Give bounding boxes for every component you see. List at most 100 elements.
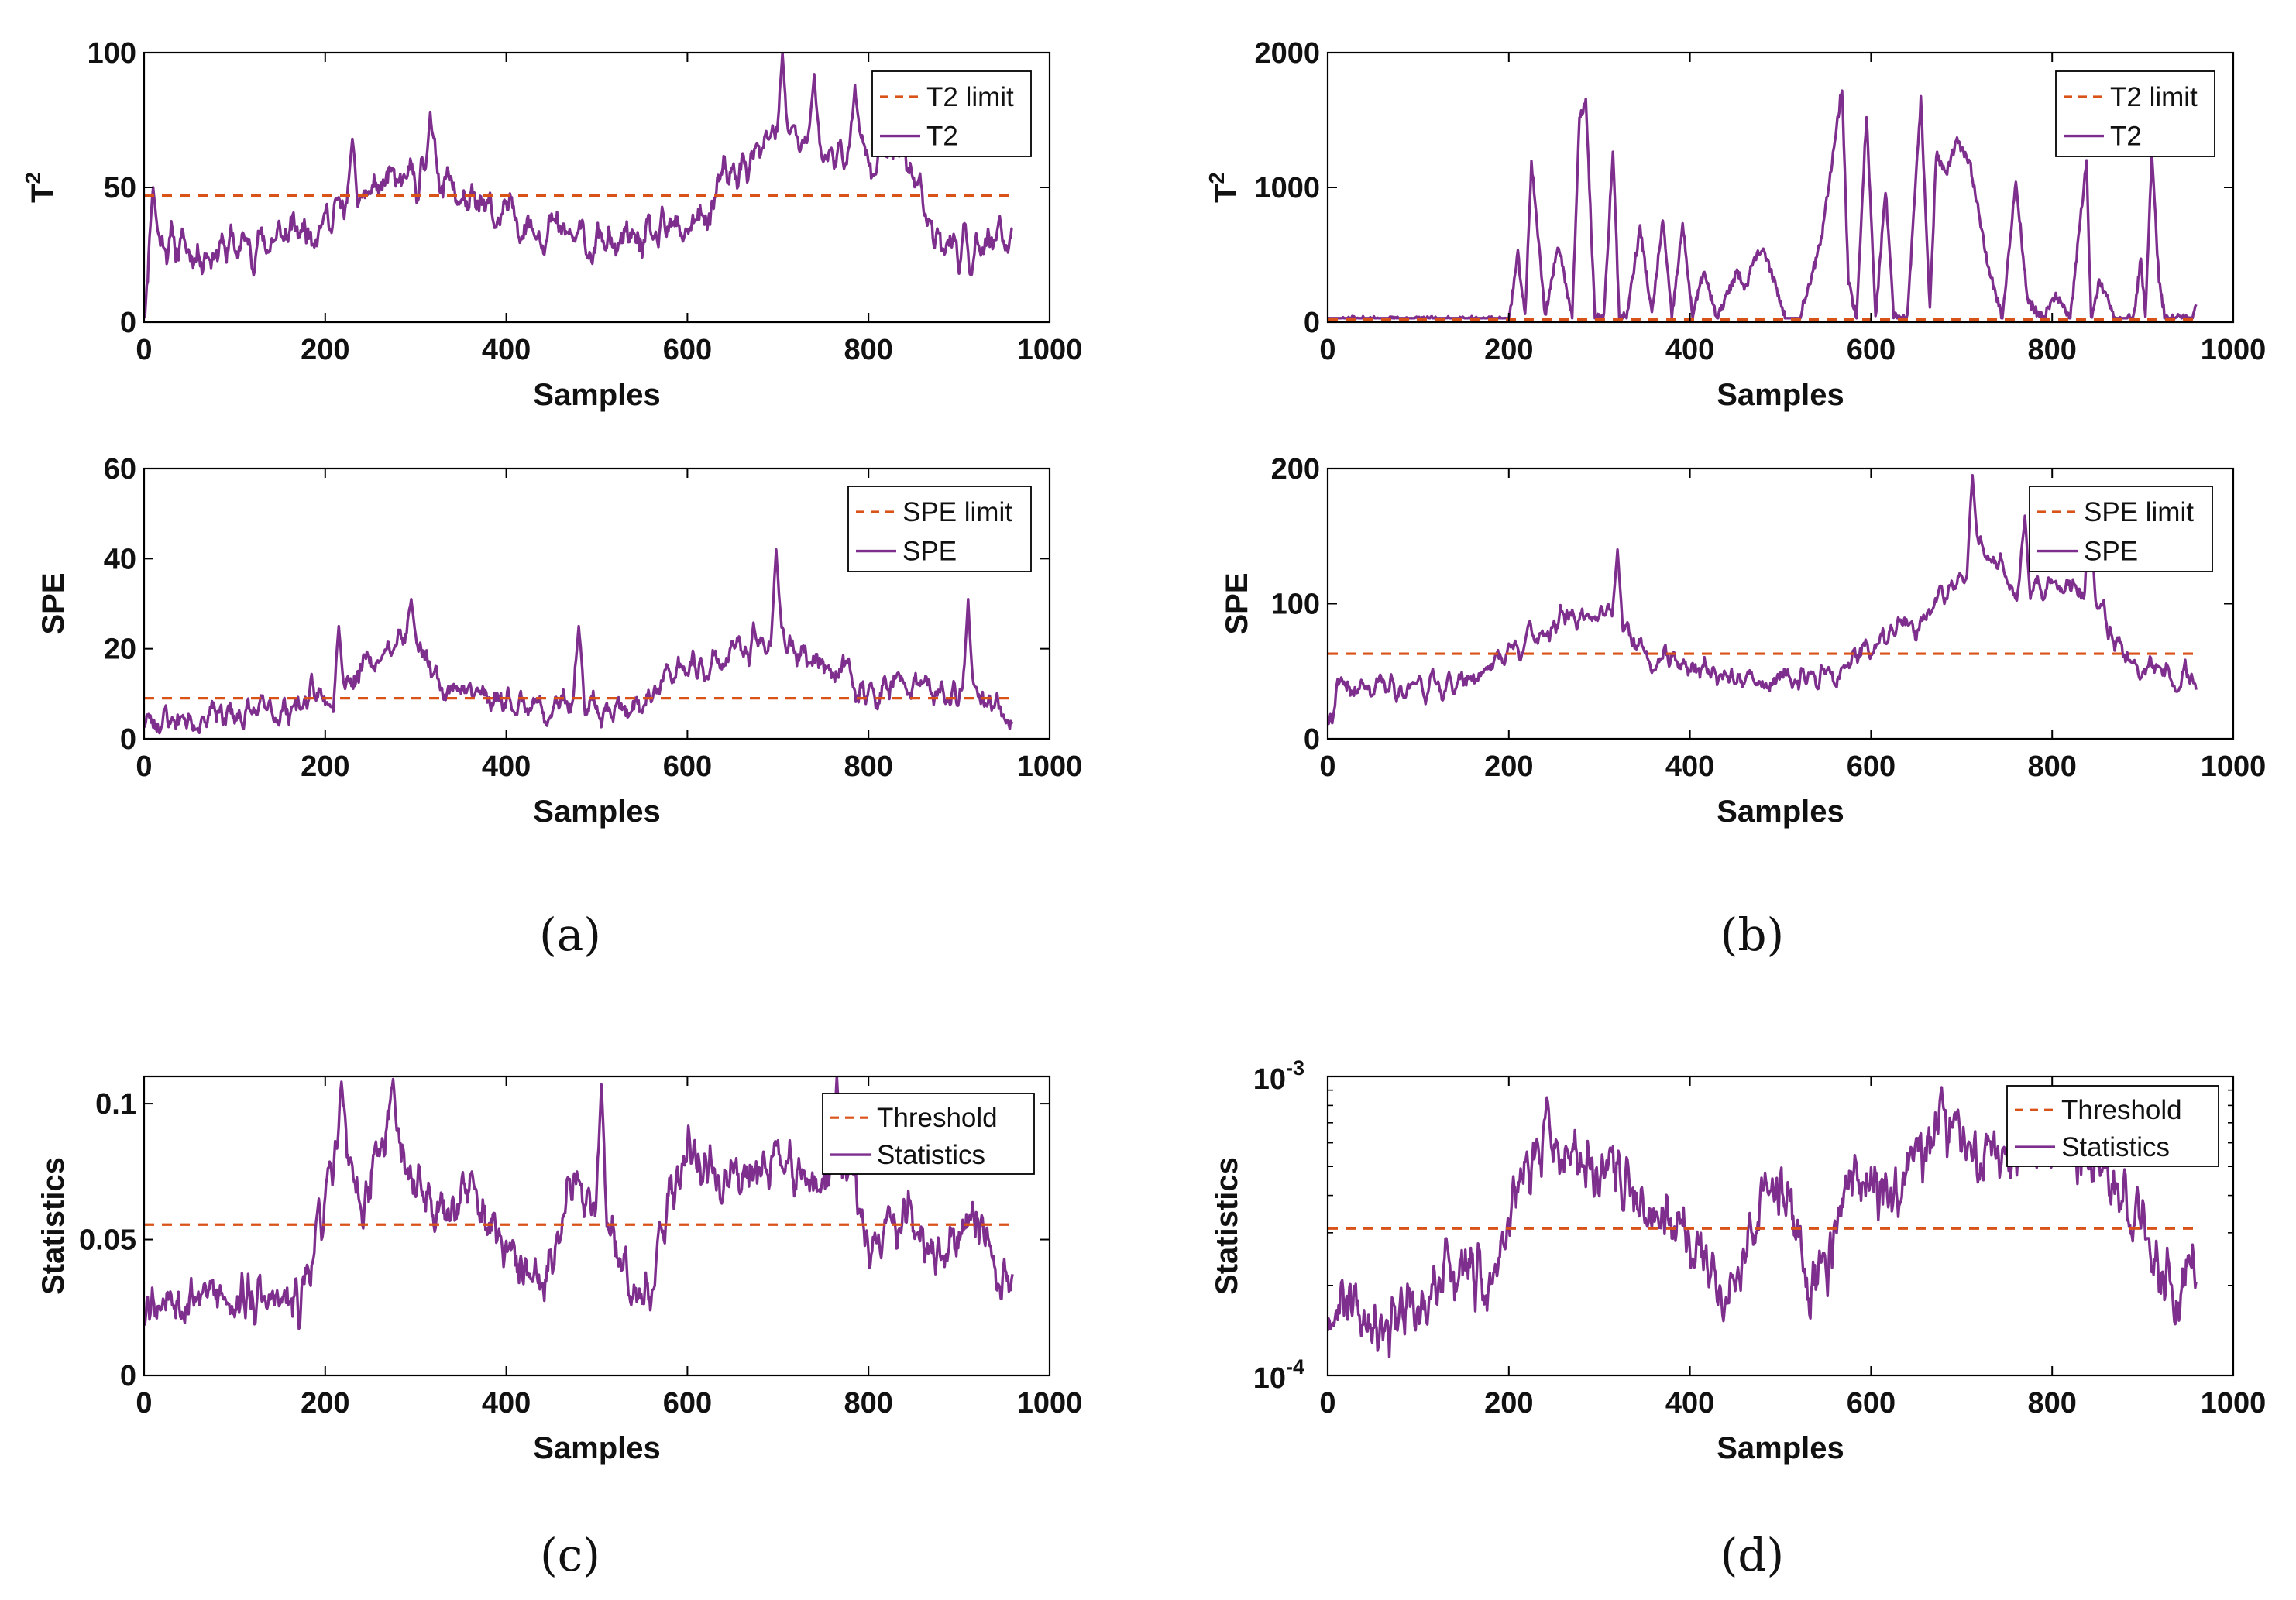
y-axis-label: SPE: [1220, 572, 1254, 634]
legend-limit-label: SPE limit: [2084, 497, 2194, 527]
legend-limit-label: SPE limit: [902, 497, 1012, 527]
legend-box: [2006, 1085, 2219, 1167]
x-tick-label: 400: [1665, 1387, 1714, 1420]
y-axis-label-superscript: 2: [1205, 172, 1229, 184]
x-axis-label: Samples: [533, 795, 661, 829]
plot-a-t2: 0 200 400 600 800 1000 0 50 100 Samples T2 T2 limit…: [21, 37, 1082, 412]
x-tick-label: 800: [2027, 1387, 2076, 1420]
y-tick-label: 2000: [1254, 37, 1320, 70]
y-tick-label: 40: [104, 543, 136, 575]
x-tick-label: 200: [1484, 334, 1533, 366]
y-tick-label: 100: [1271, 589, 1320, 621]
y-tick-label: 0: [120, 1360, 136, 1392]
x-tick-label: 1000: [1017, 1387, 1083, 1420]
x-tick-label: 1000: [1017, 334, 1083, 366]
panel-label-c: (c): [540, 1529, 600, 1581]
y-tick-label: 0: [120, 307, 136, 339]
legend-series-label: T2: [2110, 122, 2142, 152]
x-tick-label: 800: [2027, 750, 2076, 783]
y-tick-base: 10: [1253, 1063, 1286, 1096]
panel-label-b: (b): [1720, 908, 1784, 961]
axes-box: [143, 1075, 1051, 1377]
x-tick-label: 600: [663, 1387, 712, 1420]
y-tick-label: 200: [1271, 453, 1320, 486]
x-tick-label: 400: [482, 334, 531, 366]
x-tick-label: 0: [136, 1387, 152, 1420]
x-tick-label: 0: [136, 334, 152, 366]
plot-b-t2: 0 200 400 600 800 1000 0 1000 2000 Samples T2 T2 li…: [1205, 37, 2266, 412]
y-axis-label: T2: [1205, 172, 1243, 203]
x-tick-label: 0: [136, 750, 152, 783]
y-axis-label: T2: [21, 172, 60, 203]
y-axis-label: SPE: [36, 572, 70, 634]
legend-box: [822, 1093, 1035, 1175]
legend-series-label: Statistics: [877, 1140, 985, 1170]
series-line: [1328, 474, 2198, 726]
y-tick-label: 0.1: [95, 1088, 136, 1121]
legend-box: [2029, 486, 2213, 572]
series-line: [144, 548, 1014, 735]
y-tick-label: 0: [120, 723, 136, 756]
legend-series-label: T2: [926, 122, 958, 152]
y-tick-label: 0.05: [79, 1224, 136, 1257]
x-tick-label: 200: [301, 750, 349, 783]
legend-series-label: Statistics: [2061, 1132, 2170, 1162]
y-axis-label: Statistics: [1210, 1157, 1244, 1295]
x-axis-label: Samples: [533, 378, 661, 412]
legend-limit-label: Threshold: [877, 1103, 998, 1133]
y-tick-label: 20: [104, 633, 136, 666]
x-tick-label: 800: [844, 334, 892, 366]
axes-box: [1326, 1075, 2235, 1377]
y-tick-label: 100: [88, 37, 136, 70]
x-tick-label: 800: [844, 750, 892, 783]
panel-label-d: (d): [1720, 1529, 1784, 1581]
y-tick-label: 0: [1304, 723, 1320, 756]
x-tick-label: 400: [1665, 334, 1714, 366]
x-tick-label: 400: [482, 750, 531, 783]
y-axis-label-superscript: 2: [21, 172, 45, 184]
series-line: [144, 53, 1013, 319]
x-tick-label: 200: [1484, 1387, 1533, 1420]
x-axis-label: Samples: [1717, 795, 1844, 829]
y-axis-label-text: SPE: [36, 572, 70, 634]
y-axis-label-text: T: [1209, 184, 1243, 203]
y-tick-label: 50: [104, 172, 136, 204]
y-axis-label-text: SPE: [1220, 572, 1254, 634]
x-tick-label: 400: [482, 1387, 531, 1420]
x-tick-label: 200: [301, 1387, 349, 1420]
x-axis-label: Samples: [533, 1431, 661, 1465]
axes-box: [143, 467, 1051, 740]
x-tick-label: 800: [844, 1387, 892, 1420]
series-line: [144, 1076, 1014, 1330]
x-tick-label: 600: [1847, 334, 1896, 366]
x-tick-label: 200: [301, 334, 349, 366]
y-tick-base: 10: [1253, 1362, 1286, 1395]
y-tick-label: 10-4: [1253, 1355, 1304, 1395]
legend-box: [871, 70, 1032, 157]
panel-label-a: (a): [539, 908, 601, 961]
y-tick-label: 0: [1304, 307, 1320, 339]
plot-b-spe: 0 200 400 600 800 1000 0 100 200 Samples SPE SPE li…: [1220, 453, 2266, 829]
series-line: [1328, 89, 2198, 320]
x-tick-label: 0: [1319, 334, 1335, 366]
x-tick-label: 0: [1319, 1387, 1335, 1420]
legend-box: [847, 486, 1032, 572]
x-tick-label: 1000: [2201, 750, 2267, 783]
y-axis-label-text: T: [26, 184, 60, 203]
x-tick-label: 400: [1665, 750, 1714, 783]
y-axis-label-text: Statistics: [1210, 1157, 1244, 1295]
x-axis-label: Samples: [1717, 378, 1844, 412]
plot-a-spe: 0 200 400 600 800 1000 0 20 40 60 Samples SPE SPE li…: [36, 453, 1082, 829]
x-tick-label: 1000: [1017, 750, 1083, 783]
x-tick-label: 200: [1484, 750, 1533, 783]
y-tick-exponent: -3: [1286, 1056, 1304, 1080]
plot-c-statistics: 0 200 400 600 800 1000 0 0.05 0.1 Samples Statisti…: [36, 1075, 1083, 1465]
x-tick-label: 600: [663, 334, 712, 366]
legend-series-label: SPE: [2084, 537, 2138, 567]
x-axis-label: Samples: [1717, 1431, 1844, 1465]
x-tick-label: 1000: [2201, 334, 2267, 366]
x-tick-label: 0: [1319, 750, 1335, 783]
x-tick-label: 1000: [2201, 1387, 2267, 1420]
y-tick-label: 60: [104, 453, 136, 486]
y-axis-label: Statistics: [36, 1157, 70, 1295]
